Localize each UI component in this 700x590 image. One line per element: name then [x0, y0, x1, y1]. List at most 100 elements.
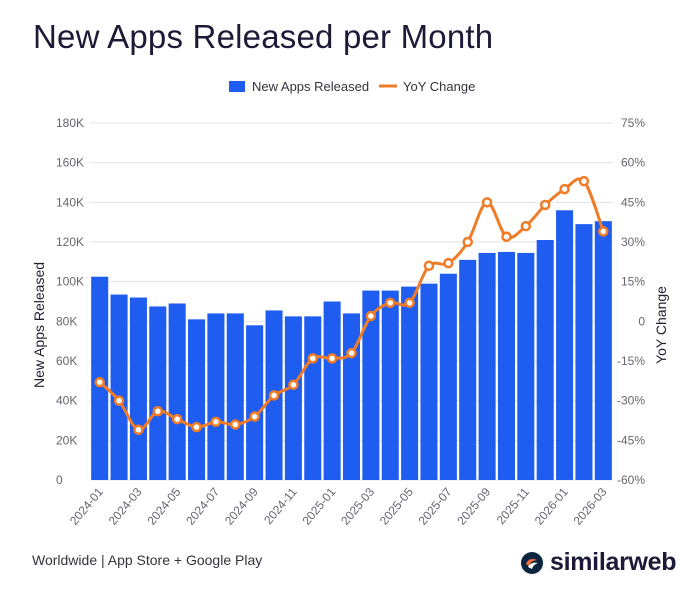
line-series	[94, 175, 609, 436]
bar	[594, 221, 612, 481]
x-tick-label: 2025-07	[416, 485, 455, 528]
y-tick-label: 100K	[56, 275, 84, 289]
line-point	[578, 175, 590, 187]
y2-tick-label: 15%	[621, 275, 645, 289]
line-point	[384, 297, 396, 309]
x-tick-label: 2025-03	[338, 485, 377, 528]
bar	[478, 252, 496, 480]
line-point	[365, 310, 377, 322]
line-point	[462, 236, 473, 248]
bar	[149, 306, 167, 480]
chart-title: New Apps Released per Month	[33, 18, 494, 55]
legend: New Apps Released YoY Change	[229, 79, 475, 94]
bar	[362, 290, 380, 480]
y2-axis-title: YoY Change	[653, 286, 669, 364]
bar	[110, 294, 128, 480]
y2-tick-label: 0	[638, 314, 645, 328]
bar	[246, 325, 264, 480]
bar	[401, 286, 419, 480]
line-point	[404, 297, 415, 309]
line-point	[230, 419, 241, 430]
line-point	[210, 416, 222, 428]
legend-label-line: YoY Change	[403, 79, 475, 94]
line-point	[501, 231, 512, 242]
y2-tick-label: -60%	[617, 473, 645, 487]
y2-tick-label: 75%	[621, 116, 645, 130]
bar	[439, 273, 457, 480]
x-tick-label: 2025-09	[454, 485, 493, 528]
y-tick-label: 180K	[56, 116, 84, 130]
x-tick-label: 2026-03	[571, 485, 610, 528]
x-axis: 2024-01 2024-03 2024-05 2024-07 2024-09 2024-…	[67, 485, 610, 528]
line-point	[249, 411, 260, 422]
y2-tick-label: -45%	[617, 433, 645, 447]
bar-series	[91, 210, 612, 481]
bar	[497, 251, 515, 480]
x-tick-label: 2024-09	[222, 485, 261, 528]
bar	[284, 316, 302, 480]
y-tick-label: 160K	[56, 156, 84, 170]
line-point	[346, 347, 357, 359]
line-point	[307, 353, 319, 364]
y2-tick-label: 45%	[621, 195, 645, 209]
bar	[575, 224, 593, 480]
brand-logo: similarweb	[520, 548, 677, 577]
bar	[556, 210, 574, 480]
bar	[420, 283, 438, 480]
bar	[459, 259, 477, 480]
similarweb-logo-icon	[521, 551, 543, 574]
x-tick-label: 2025-01	[299, 485, 338, 528]
bar	[207, 313, 225, 480]
y-tick-label: 80K	[56, 314, 77, 328]
legend-swatch-bars	[229, 81, 245, 92]
x-tick-label: 2025-05	[377, 485, 416, 528]
bar	[536, 240, 554, 480]
line-point	[113, 395, 125, 406]
line-point	[559, 183, 570, 195]
y-tick-label: 20K	[56, 433, 77, 447]
line-point	[423, 260, 435, 272]
y-tick-label: 60K	[56, 354, 77, 368]
line-point	[481, 197, 493, 208]
line-point	[191, 421, 202, 433]
y2-tick-label: 30%	[621, 235, 645, 249]
brand-name: similarweb	[550, 548, 677, 576]
bar	[129, 297, 147, 480]
bar	[304, 316, 322, 480]
bar	[168, 303, 186, 480]
y-tick-label: 140K	[56, 195, 84, 209]
line-point	[288, 379, 299, 391]
x-tick-label: 2024-11	[261, 485, 300, 527]
bar	[226, 313, 244, 480]
line-point	[443, 257, 454, 269]
x-tick-label: 2024-03	[106, 485, 145, 528]
x-tick-label: 2024-01	[67, 485, 106, 528]
x-tick-label: 2026-01	[532, 485, 571, 528]
y-axis-right: -60% -45% -30% -15% 0 15% 30% 45% 60% 75%	[617, 116, 645, 487]
combo-chart: 0 20K 40K 60K 80K 100K 120K 140K 160K 180K -60% -4…	[31, 79, 669, 528]
y-tick-label: 0	[56, 473, 63, 487]
y-tick-label: 120K	[56, 235, 84, 249]
line-point	[326, 353, 338, 364]
line-point	[598, 226, 609, 237]
y-tick-label: 40K	[56, 394, 77, 408]
x-tick-label: 2025-11	[494, 485, 533, 527]
x-tick-label: 2024-07	[183, 485, 222, 528]
line-point	[171, 413, 183, 425]
line-point	[268, 390, 280, 401]
y-axis-left: 0 20K 40K 60K 80K 100K 120K 140K 160K 180K	[56, 116, 84, 487]
x-tick-label: 2024-05	[144, 485, 183, 528]
bar	[517, 252, 535, 480]
y2-tick-label: -15%	[617, 354, 645, 368]
line-point	[520, 220, 532, 232]
bar	[381, 290, 399, 480]
line-point	[539, 199, 551, 211]
legend-label-bars: New Apps Released	[252, 79, 369, 94]
y2-tick-label: 60%	[621, 156, 645, 170]
y-axis-title: New Apps Released	[31, 262, 47, 388]
bar	[188, 319, 206, 480]
bar	[342, 313, 361, 480]
bar	[323, 301, 341, 480]
line-point	[133, 424, 144, 436]
line-point	[152, 405, 164, 417]
